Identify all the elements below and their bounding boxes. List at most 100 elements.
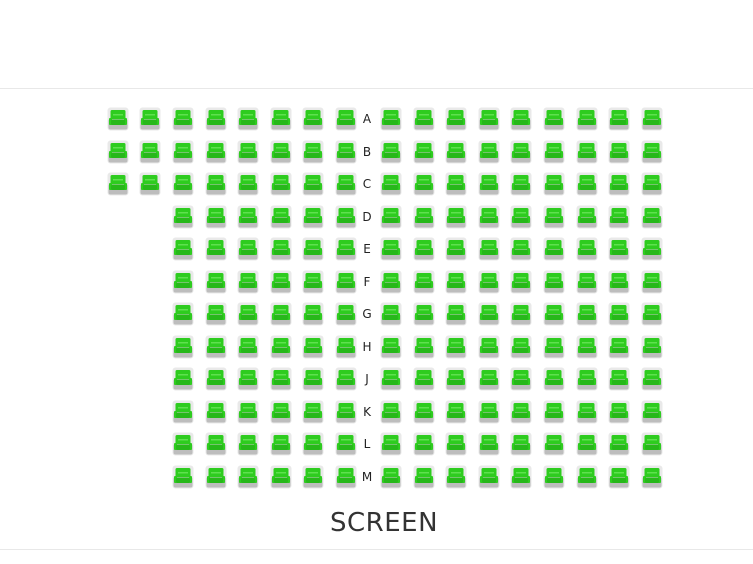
seat-C-13[interactable] — [510, 172, 532, 196]
seat-C-2[interactable] — [139, 172, 161, 196]
seat-A-11[interactable] — [445, 107, 467, 131]
seat-F-3[interactable] — [237, 270, 259, 294]
seat-J-10[interactable] — [478, 367, 500, 391]
seat-L-7[interactable] — [380, 432, 402, 456]
seat-H-10[interactable] — [478, 335, 500, 359]
seat-L-9[interactable] — [445, 432, 467, 456]
seat-B-10[interactable] — [413, 140, 435, 164]
seat-A-7[interactable] — [302, 107, 324, 131]
seat-C-4[interactable] — [205, 172, 227, 196]
seat-D-2[interactable] — [205, 205, 227, 229]
seat-B-7[interactable] — [302, 140, 324, 164]
seat-B-9[interactable] — [380, 140, 402, 164]
seat-M-9[interactable] — [445, 465, 467, 489]
seat-C-10[interactable] — [413, 172, 435, 196]
seat-M-3[interactable] — [237, 465, 259, 489]
seat-L-11[interactable] — [510, 432, 532, 456]
seat-E-11[interactable] — [510, 237, 532, 261]
seat-K-15[interactable] — [641, 400, 663, 424]
seat-K-3[interactable] — [237, 400, 259, 424]
seat-G-14[interactable] — [608, 302, 630, 326]
seat-C-8[interactable] — [335, 172, 357, 196]
seat-J-9[interactable] — [445, 367, 467, 391]
seat-G-6[interactable] — [335, 302, 357, 326]
seat-F-11[interactable] — [510, 270, 532, 294]
seat-J-5[interactable] — [302, 367, 324, 391]
seat-A-8[interactable] — [335, 107, 357, 131]
seat-M-8[interactable] — [413, 465, 435, 489]
seat-B-14[interactable] — [543, 140, 565, 164]
seat-B-17[interactable] — [641, 140, 663, 164]
seat-F-9[interactable] — [445, 270, 467, 294]
seat-E-13[interactable] — [576, 237, 598, 261]
seat-G-10[interactable] — [478, 302, 500, 326]
seat-H-2[interactable] — [205, 335, 227, 359]
seat-A-14[interactable] — [543, 107, 565, 131]
seat-J-13[interactable] — [576, 367, 598, 391]
seat-G-15[interactable] — [641, 302, 663, 326]
seat-C-14[interactable] — [543, 172, 565, 196]
seat-B-5[interactable] — [237, 140, 259, 164]
seat-G-7[interactable] — [380, 302, 402, 326]
seat-E-8[interactable] — [413, 237, 435, 261]
seat-B-15[interactable] — [576, 140, 598, 164]
seat-J-6[interactable] — [335, 367, 357, 391]
seat-E-10[interactable] — [478, 237, 500, 261]
seat-L-12[interactable] — [543, 432, 565, 456]
seat-A-16[interactable] — [608, 107, 630, 131]
seat-H-1[interactable] — [172, 335, 194, 359]
seat-L-1[interactable] — [172, 432, 194, 456]
seat-C-6[interactable] — [270, 172, 292, 196]
seat-L-13[interactable] — [576, 432, 598, 456]
seat-F-8[interactable] — [413, 270, 435, 294]
seat-K-8[interactable] — [413, 400, 435, 424]
seat-F-2[interactable] — [205, 270, 227, 294]
seat-H-4[interactable] — [270, 335, 292, 359]
seat-F-12[interactable] — [543, 270, 565, 294]
seat-G-4[interactable] — [270, 302, 292, 326]
seat-H-6[interactable] — [335, 335, 357, 359]
seat-E-3[interactable] — [237, 237, 259, 261]
seat-J-14[interactable] — [608, 367, 630, 391]
seat-F-10[interactable] — [478, 270, 500, 294]
seat-E-4[interactable] — [270, 237, 292, 261]
seat-A-3[interactable] — [172, 107, 194, 131]
seat-A-5[interactable] — [237, 107, 259, 131]
seat-L-10[interactable] — [478, 432, 500, 456]
seat-F-1[interactable] — [172, 270, 194, 294]
seat-L-15[interactable] — [641, 432, 663, 456]
seat-E-14[interactable] — [608, 237, 630, 261]
seat-B-16[interactable] — [608, 140, 630, 164]
seat-B-3[interactable] — [172, 140, 194, 164]
seat-H-15[interactable] — [641, 335, 663, 359]
seat-A-10[interactable] — [413, 107, 435, 131]
seat-E-5[interactable] — [302, 237, 324, 261]
seat-B-2[interactable] — [139, 140, 161, 164]
seat-J-11[interactable] — [510, 367, 532, 391]
seat-M-6[interactable] — [335, 465, 357, 489]
seat-E-1[interactable] — [172, 237, 194, 261]
seat-C-15[interactable] — [576, 172, 598, 196]
seat-H-11[interactable] — [510, 335, 532, 359]
seat-A-4[interactable] — [205, 107, 227, 131]
seat-M-4[interactable] — [270, 465, 292, 489]
seat-H-13[interactable] — [576, 335, 598, 359]
seat-D-1[interactable] — [172, 205, 194, 229]
seat-M-13[interactable] — [576, 465, 598, 489]
seat-K-13[interactable] — [576, 400, 598, 424]
seat-H-5[interactable] — [302, 335, 324, 359]
seat-A-12[interactable] — [478, 107, 500, 131]
seat-L-14[interactable] — [608, 432, 630, 456]
seat-G-5[interactable] — [302, 302, 324, 326]
seat-L-3[interactable] — [237, 432, 259, 456]
seat-B-8[interactable] — [335, 140, 357, 164]
seat-C-17[interactable] — [641, 172, 663, 196]
seat-C-12[interactable] — [478, 172, 500, 196]
seat-A-9[interactable] — [380, 107, 402, 131]
seat-J-15[interactable] — [641, 367, 663, 391]
seat-F-14[interactable] — [608, 270, 630, 294]
seat-C-1[interactable] — [107, 172, 129, 196]
seat-K-9[interactable] — [445, 400, 467, 424]
seat-D-15[interactable] — [641, 205, 663, 229]
seat-F-7[interactable] — [380, 270, 402, 294]
